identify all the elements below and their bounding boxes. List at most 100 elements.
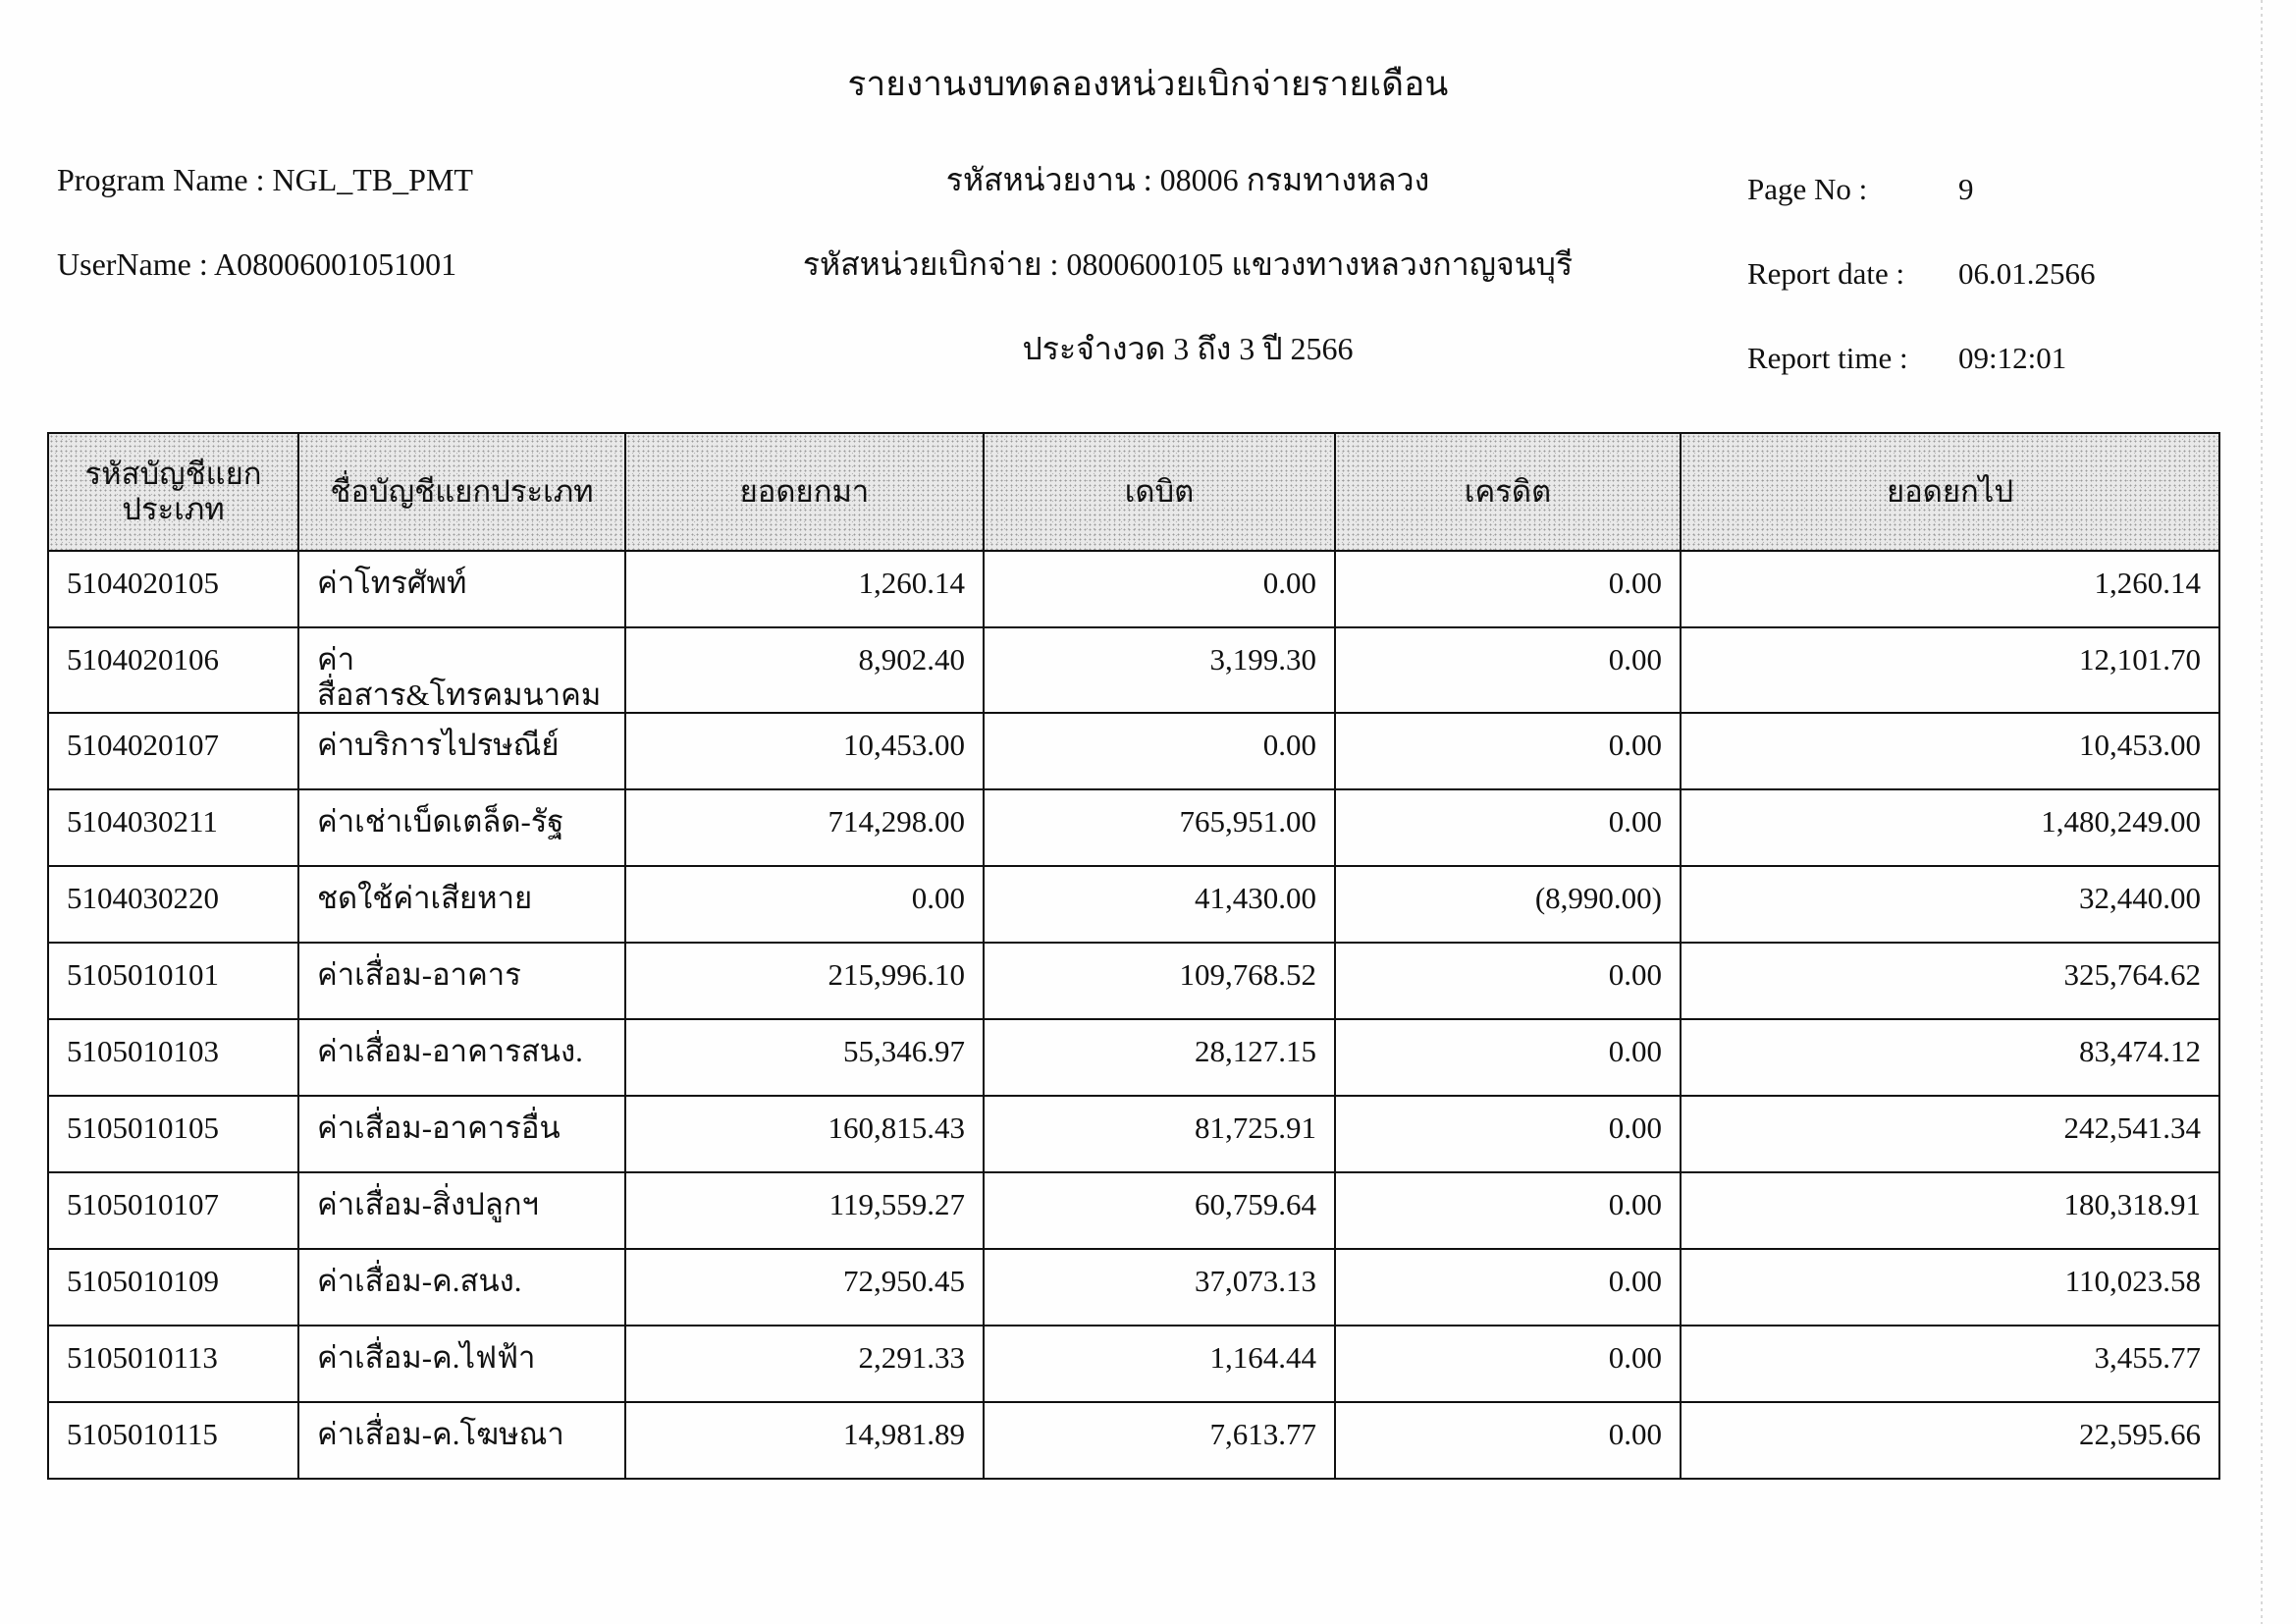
- table-row: 5105010105 ค่าเสื่อม-อาคารอื่น 160,815.4…: [47, 1095, 2220, 1174]
- cell-credit: 0.00: [1334, 1248, 1682, 1327]
- cell-account-code: 5105010101: [47, 942, 299, 1021]
- cell-debit: 109,768.52: [983, 942, 1336, 1021]
- table-row: 5105010113 ค่าเสื่อม-ค.ไฟฟ้า 2,291.33 1,…: [47, 1325, 2220, 1404]
- cell-account-code: 5104020107: [47, 712, 299, 791]
- cell-account-code: 5105010103: [47, 1018, 299, 1098]
- scan-edge-artifact: [2261, 0, 2263, 1624]
- cell-opening-balance: 1,260.14: [624, 550, 985, 628]
- page-no-value: 9: [1958, 172, 1974, 206]
- cell-closing-balance: 3,455.77: [1680, 1325, 2220, 1404]
- cell-account-name: ค่าเสื่อม-อาคารอื่น: [297, 1095, 626, 1174]
- column-header-account-name: ชื่อบัญชีแยกประเภท: [297, 432, 626, 552]
- cell-account-name: ค่าเสื่อม-ค.สนง.: [297, 1248, 626, 1327]
- table-row: 5105010109 ค่าเสื่อม-ค.สนง. 72,950.45 37…: [47, 1248, 2220, 1327]
- cell-account-name: ค่าเช่าเบ็ดเตล็ด-รัฐ: [297, 788, 626, 868]
- report-time-value: 09:12:01: [1958, 341, 2067, 375]
- cell-credit: 0.00: [1334, 1095, 1682, 1174]
- cell-credit: 0.00: [1334, 1325, 1682, 1404]
- cell-debit: 3,199.30: [983, 625, 1336, 715]
- cell-credit: 0.00: [1334, 712, 1682, 791]
- cell-debit: 1,164.44: [983, 1325, 1336, 1404]
- cell-account-code: 5105010115: [47, 1401, 299, 1481]
- program-name: Program Name : NGL_TB_PMT: [57, 162, 473, 197]
- cell-closing-balance: 325,764.62: [1680, 942, 2220, 1021]
- page-no-row: Page No : 9: [1747, 147, 2096, 232]
- cell-opening-balance: 10,453.00: [624, 712, 985, 791]
- table-header: รหัสบัญชีแยกประเภท ชื่อบัญชีแยกประเภท ยอ…: [47, 432, 2220, 552]
- disbursement-unit: รหัสหน่วยเบิกจ่าย : 0800600105 แขวงทางหล…: [802, 246, 1574, 282]
- cell-opening-balance: 14,981.89: [624, 1401, 985, 1481]
- column-header-opening-balance: ยอดยกมา: [624, 432, 985, 552]
- report-time-label: Report time :: [1747, 341, 1908, 375]
- cell-account-code: 5104030211: [47, 788, 299, 868]
- table-header-row: รหัสบัญชีแยกประเภท ชื่อบัญชีแยกประเภท ยอ…: [47, 432, 2220, 552]
- cell-closing-balance: 1,480,249.00: [1680, 788, 2220, 868]
- cell-credit: 0.00: [1334, 1171, 1682, 1251]
- agency-code: รหัสหน่วยงาน : 08006 กรมทางหลวง: [945, 162, 1430, 197]
- cell-account-name: ชดใช้ค่าเสียหาย: [297, 865, 626, 945]
- cell-closing-balance: 12,101.70: [1680, 625, 2220, 715]
- header-right-block: Page No : 9 Report date : 06.01.2566 Rep…: [1747, 147, 2096, 401]
- report-date-label: Report date :: [1747, 256, 1905, 291]
- cell-account-code: 5105010107: [47, 1171, 299, 1251]
- cell-account-name: ค่าเสื่อม-อาคารสนง.: [297, 1018, 626, 1098]
- cell-debit: 0.00: [983, 712, 1336, 791]
- cell-account-code: 5105010113: [47, 1325, 299, 1404]
- cell-closing-balance: 242,541.34: [1680, 1095, 2220, 1174]
- table-body: 5104020105 ค่าโทรศัพท์ 1,260.14 0.00 0.0…: [47, 550, 2220, 1481]
- cell-opening-balance: 72,950.45: [624, 1248, 985, 1327]
- cell-debit: 28,127.15: [983, 1018, 1336, 1098]
- table-row: 5104030211 ค่าเช่าเบ็ดเตล็ด-รัฐ 714,298.…: [47, 788, 2220, 868]
- report-time-row: Report time : 09:12:01: [1747, 316, 2096, 401]
- cell-account-code: 5104020105: [47, 550, 299, 628]
- cell-account-name: ค่าเสื่อม-ค.ไฟฟ้า: [297, 1325, 626, 1404]
- cell-debit: 7,613.77: [983, 1401, 1336, 1481]
- cell-opening-balance: 55,346.97: [624, 1018, 985, 1098]
- column-header-credit: เครดิต: [1334, 432, 1682, 552]
- cell-account-name: ค่าสื่อสาร&โทรคมนาคม: [297, 625, 626, 715]
- cell-credit: 0.00: [1334, 1401, 1682, 1481]
- cell-credit: 0.00: [1334, 1018, 1682, 1098]
- table-row: 5105010103 ค่าเสื่อม-อาคารสนง. 55,346.97…: [47, 1018, 2220, 1098]
- cell-opening-balance: 714,298.00: [624, 788, 985, 868]
- report-period: ประจำงวด 3 ถึง 3 ปี 2566: [1022, 331, 1354, 366]
- trial-balance-table: รหัสบัญชีแยกประเภท ชื่อบัญชีแยกประเภท ยอ…: [47, 432, 2220, 1481]
- cell-debit: 60,759.64: [983, 1171, 1336, 1251]
- header-center-block: รหัสหน่วยงาน : 08006 กรมทางหลวง รหัสหน่ว…: [687, 137, 1688, 391]
- cell-account-name: ค่าเสื่อม-สิ่งปลูกฯ: [297, 1171, 626, 1251]
- table-row: 5105010115 ค่าเสื่อม-ค.โฆษณา 14,981.89 7…: [47, 1401, 2220, 1481]
- report-date-row: Report date : 06.01.2566: [1747, 232, 2096, 316]
- cell-account-name: ค่าโทรศัพท์: [297, 550, 626, 628]
- cell-closing-balance: 10,453.00: [1680, 712, 2220, 791]
- cell-account-name: ค่าเสื่อม-อาคาร: [297, 942, 626, 1021]
- user-name: UserName : A08006001051001: [57, 246, 457, 282]
- cell-account-name: ค่าเสื่อม-ค.โฆษณา: [297, 1401, 626, 1481]
- cell-opening-balance: 8,902.40: [624, 625, 985, 715]
- cell-debit: 765,951.00: [983, 788, 1336, 868]
- cell-opening-balance: 2,291.33: [624, 1325, 985, 1404]
- table-row: 5104020106 ค่าสื่อสาร&โทรคมนาคม 8,902.40…: [47, 625, 2220, 715]
- cell-debit: 0.00: [983, 550, 1336, 628]
- column-header-account-code: รหัสบัญชีแยกประเภท: [47, 432, 299, 552]
- cell-account-code: 5105010109: [47, 1248, 299, 1327]
- cell-account-code: 5104030220: [47, 865, 299, 945]
- report-date-value: 06.01.2566: [1958, 256, 2096, 291]
- cell-opening-balance: 160,815.43: [624, 1095, 985, 1174]
- column-header-debit: เดบิต: [983, 432, 1336, 552]
- column-header-closing-balance: ยอดยกไป: [1680, 432, 2220, 552]
- cell-closing-balance: 110,023.58: [1680, 1248, 2220, 1327]
- cell-credit: 0.00: [1334, 942, 1682, 1021]
- cell-closing-balance: 83,474.12: [1680, 1018, 2220, 1098]
- table-row: 5104030220 ชดใช้ค่าเสียหาย 0.00 41,430.0…: [47, 865, 2220, 945]
- cell-credit: (8,990.00): [1334, 865, 1682, 945]
- table-row: 5105010107 ค่าเสื่อม-สิ่งปลูกฯ 119,559.2…: [47, 1171, 2220, 1251]
- table-row: 5105010101 ค่าเสื่อม-อาคาร 215,996.10 10…: [47, 942, 2220, 1021]
- cell-debit: 81,725.91: [983, 1095, 1336, 1174]
- cell-debit: 41,430.00: [983, 865, 1336, 945]
- header-left-block: Program Name : NGL_TB_PMT UserName : A08…: [57, 137, 473, 306]
- cell-opening-balance: 119,559.27: [624, 1171, 985, 1251]
- cell-opening-balance: 215,996.10: [624, 942, 985, 1021]
- table-row: 5104020107 ค่าบริการไปรษณีย์ 10,453.00 0…: [47, 712, 2220, 791]
- trial-balance-table-wrap: รหัสบัญชีแยกประเภท ชื่อบัญชีแยกประเภท ยอ…: [47, 432, 2220, 1481]
